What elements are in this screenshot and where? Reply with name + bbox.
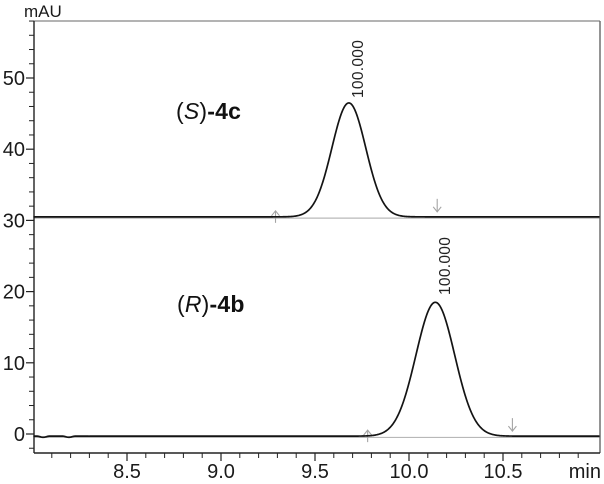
paren-open: (	[177, 291, 185, 317]
paren-close: )	[201, 291, 210, 317]
svg-text:30: 30	[3, 210, 25, 232]
integration-end-arrow-icon	[432, 206, 442, 213]
stereo-descriptor: R	[184, 291, 202, 317]
svg-text:8.5: 8.5	[113, 461, 141, 483]
trace-label-s-4c: (S)-4c	[176, 100, 241, 123]
axis-unit-labels: mAU min	[24, 2, 601, 483]
integration-baselines	[34, 217, 600, 439]
compound-id: -4c	[207, 98, 242, 124]
svg-text:20: 20	[3, 282, 25, 304]
svg-text:0: 0	[14, 424, 25, 446]
svg-text:9.5: 9.5	[301, 461, 329, 483]
chromatogram-trace-r-4b	[33, 301, 600, 439]
integration-markers	[271, 198, 517, 443]
paren-open: (	[176, 98, 184, 124]
svg-text:9.0: 9.0	[207, 461, 235, 483]
svg-text:10.5: 10.5	[484, 461, 523, 483]
peak-area-label-bottom: 100.000	[437, 236, 454, 295]
svg-text:10: 10	[3, 353, 25, 375]
svg-text:40: 40	[3, 139, 25, 161]
compound-id: -4b	[209, 291, 245, 317]
peak-area-label-top: 100.000	[350, 39, 367, 98]
y-axis-unit-label: mAU	[24, 2, 62, 21]
x-axis-unit-label: min	[569, 461, 601, 483]
x-axis-ticks: 8.5 9.0 9.5 10.0 10.5	[51, 453, 579, 483]
svg-text:10.0: 10.0	[390, 461, 429, 483]
chromatogram-trace-s-4c	[33, 102, 600, 218]
integration-start-arrow-icon	[363, 429, 373, 436]
integration-start-arrow-icon	[271, 209, 280, 217]
paren-close: )	[199, 98, 208, 124]
plot-frame	[33, 20, 601, 454]
stereo-descriptor: S	[183, 98, 200, 124]
trace-label-r-4b: (R)-4b	[177, 293, 245, 316]
traces	[33, 102, 600, 439]
y-axis-ticks: 0 10 20 30 40 50	[3, 20, 34, 449]
integration-end-arrow-icon	[507, 425, 517, 433]
svg-text:50: 50	[3, 68, 25, 90]
